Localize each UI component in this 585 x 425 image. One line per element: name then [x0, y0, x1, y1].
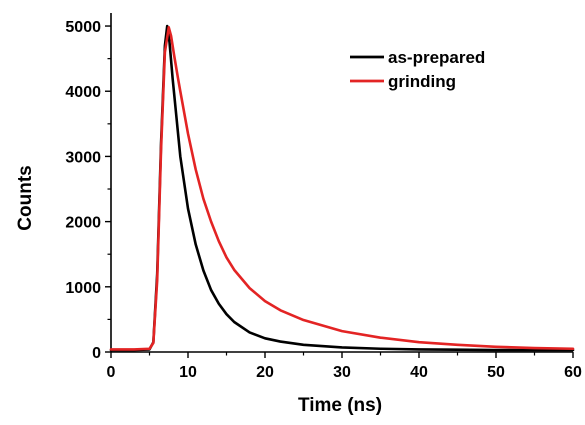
x-tick-label: 0 — [107, 364, 116, 381]
y-tick-label: 3000 — [65, 149, 101, 166]
series-group — [109, 24, 575, 352]
y-tick-label: 0 — [92, 345, 101, 362]
y-tick-label: 2000 — [65, 215, 101, 232]
x-tick-label: 50 — [487, 364, 505, 381]
y-axis-title: Counts — [15, 165, 36, 230]
x-axis-title: Time (ns) — [298, 395, 382, 416]
legend: as-prepared grinding — [350, 48, 485, 91]
x-tick-label: 40 — [410, 364, 428, 381]
legend-label: as-prepared — [388, 48, 485, 67]
x-tick-label: 30 — [333, 364, 351, 381]
y-tick-label: 4000 — [65, 84, 101, 101]
series-line-as-prepared — [109, 24, 575, 352]
ticks: 0 10 20 30 40 50 60 0 1000 2000 3000 4000 5000 — [65, 19, 582, 381]
axes — [110, 13, 573, 353]
legend-label: grinding — [388, 72, 456, 91]
series-line-grinding — [109, 26, 575, 351]
x-tick-label: 10 — [179, 364, 197, 381]
y-tick-label: 5000 — [65, 19, 101, 36]
x-tick-label: 60 — [564, 364, 582, 381]
x-tick-label: 20 — [256, 364, 274, 381]
y-tick-label: 1000 — [65, 280, 101, 297]
